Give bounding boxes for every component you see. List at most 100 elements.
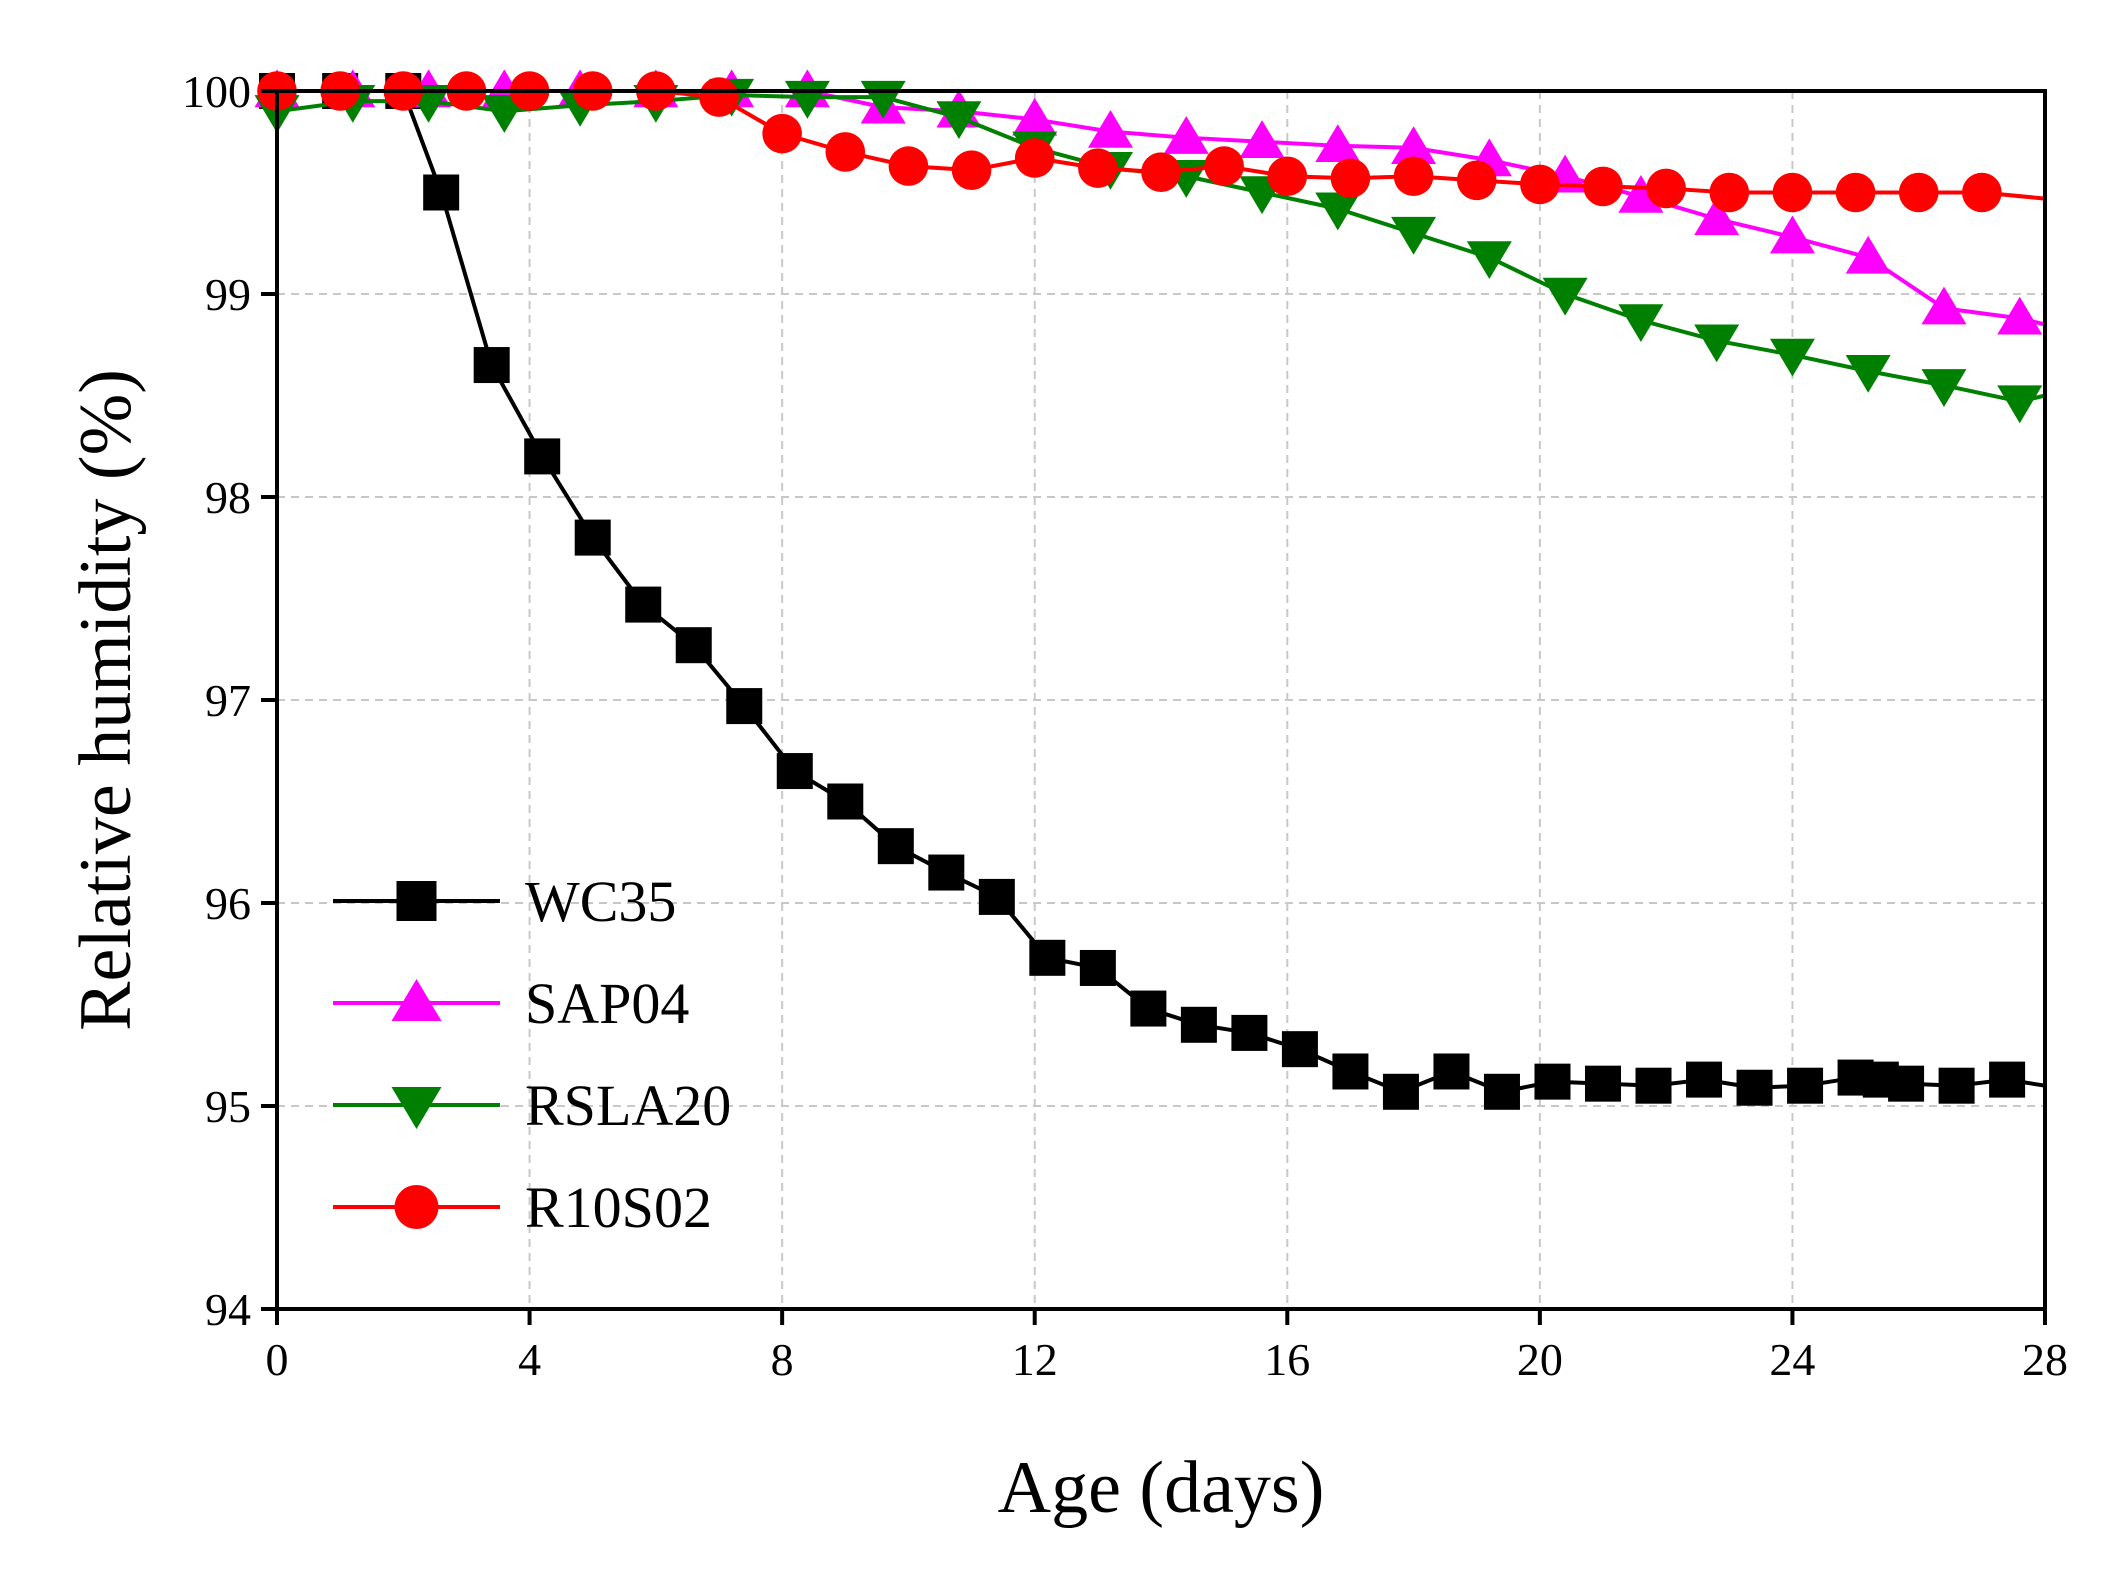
legend-item-wc35: WC35 (333, 869, 676, 934)
data-point-r10s02 (762, 113, 802, 154)
y-tick-label: 95 (205, 1081, 251, 1132)
y-tick-label: 94 (205, 1284, 251, 1335)
data-point-rsla20 (1466, 241, 1512, 280)
data-point-r10s02 (699, 77, 739, 117)
data-point-wc35 (776, 753, 813, 790)
data-point-sap04 (1921, 286, 1967, 325)
data-point-wc35 (1938, 1067, 1975, 1104)
data-point-wc35 (726, 688, 763, 725)
series-wc35 (259, 73, 2046, 1110)
legend-label-r10s02: R10S02 (525, 1175, 712, 1240)
data-point-wc35 (1585, 1065, 1621, 1102)
legend-label-wc35: WC35 (525, 869, 676, 934)
data-point-r10s02 (1204, 146, 1244, 186)
data-point-rsla20 (1694, 324, 1740, 363)
data-point-wc35 (827, 783, 864, 820)
data-point-wc35 (928, 854, 965, 891)
data-point-rsla20 (1315, 192, 1361, 231)
legend-item-sap04: SAP04 (333, 971, 689, 1036)
x-axis-title: Age (days) (998, 1447, 1325, 1529)
data-point-r10s02 (951, 150, 992, 190)
y-tick-label: 97 (205, 675, 251, 726)
data-point-rsla20 (1845, 354, 1891, 393)
data-point-wc35 (423, 174, 460, 211)
data-point-wc35 (1332, 1053, 1369, 1090)
data-point-r10s02 (1835, 172, 1876, 213)
legend-marker-rsla20 (391, 1087, 442, 1129)
grid-lines (277, 91, 2045, 1309)
y-axis-title: Relative humidity (%) (65, 369, 147, 1031)
data-point-sap04 (1012, 97, 1058, 136)
x-tick-label: 12 (1012, 1334, 1058, 1385)
x-tick-label: 8 (771, 1334, 794, 1385)
data-point-r10s02 (1330, 158, 1371, 199)
data-point-r10s02 (1772, 172, 1813, 213)
data-point-sap04 (1769, 215, 1815, 254)
data-point-wc35 (524, 438, 561, 475)
data-point-r10s02 (1583, 166, 1623, 207)
data-point-sap04 (1087, 110, 1133, 148)
axis-ticks: 0 4 8 12 16 20 24 28 94 95 96 97 98 99 100 (182, 66, 2068, 1385)
data-point-wc35 (1231, 1014, 1268, 1051)
data-point-rsla20 (936, 101, 982, 139)
data-point-wc35 (625, 586, 662, 623)
y-tick-label: 99 (205, 269, 251, 320)
y-tick-label: 98 (205, 472, 251, 523)
data-point-rsla20 (1542, 277, 1588, 316)
data-point-r10s02 (1014, 138, 1055, 178)
x-tick-label: 4 (518, 1334, 541, 1385)
data-point-wc35 (675, 627, 712, 664)
data-point-r10s02 (888, 146, 929, 186)
legend: WC35 SAP04 RSLA20 R10S02 (333, 869, 731, 1240)
data-point-r10s02 (1078, 148, 1118, 188)
data-point-r10s02 (1393, 156, 1434, 197)
data-point-sap04 (1163, 116, 1209, 154)
data-point-wc35 (1382, 1073, 1419, 1110)
data-point-r10s02 (1898, 172, 1939, 213)
data-point-wc35 (1736, 1069, 1773, 1106)
legend-item-rsla20: RSLA20 (333, 1073, 731, 1138)
x-tick-label: 0 (266, 1334, 289, 1385)
legend-item-r10s02: R10S02 (333, 1175, 712, 1240)
data-point-wc35 (1433, 1053, 1470, 1090)
legend-marker-sap04 (391, 979, 442, 1021)
data-point-r10s02 (1267, 156, 1308, 197)
data-point-wc35 (1686, 1061, 1723, 1098)
data-point-wc35 (1787, 1067, 1824, 1104)
data-point-r10s02 (1709, 172, 1750, 213)
data-point-sap04 (1391, 126, 1437, 165)
y-tick-label: 96 (205, 878, 251, 929)
plot-series (254, 69, 2046, 1110)
legend-marker-wc35 (396, 881, 437, 921)
data-point-r10s02 (825, 132, 866, 172)
data-point-rsla20 (1769, 338, 1815, 377)
data-point-rsla20 (1997, 385, 2043, 424)
data-point-wc35 (1281, 1031, 1318, 1068)
data-point-rsla20 (1618, 304, 1664, 342)
x-tick-label: 24 (1769, 1334, 1815, 1385)
data-point-r10s02 (1520, 164, 1560, 205)
data-point-wc35 (877, 828, 914, 865)
y-tick-label: 100 (182, 66, 251, 117)
data-point-sap04 (1694, 197, 1740, 236)
data-point-sap04 (1997, 296, 2043, 335)
data-point-wc35 (1029, 939, 1066, 976)
data-point-wc35 (1130, 990, 1167, 1027)
data-point-r10s02 (1646, 168, 1686, 209)
data-point-wc35 (1180, 1006, 1217, 1043)
data-point-wc35 (1534, 1063, 1571, 1100)
data-point-wc35 (574, 519, 611, 556)
data-point-sap04 (1845, 235, 1891, 274)
data-point-wc35 (978, 878, 1015, 915)
x-tick-label: 20 (1517, 1334, 1563, 1385)
legend-label-sap04: SAP04 (525, 971, 689, 1036)
data-point-wc35 (1888, 1065, 1925, 1102)
data-point-wc35 (1635, 1067, 1672, 1104)
data-point-r10s02 (1456, 160, 1497, 201)
x-tick-label: 16 (1264, 1334, 1310, 1385)
data-point-rsla20 (1921, 369, 1967, 407)
data-point-r10s02 (1141, 152, 1181, 192)
x-tick-label: 28 (2022, 1334, 2068, 1385)
data-point-wc35 (473, 347, 510, 384)
